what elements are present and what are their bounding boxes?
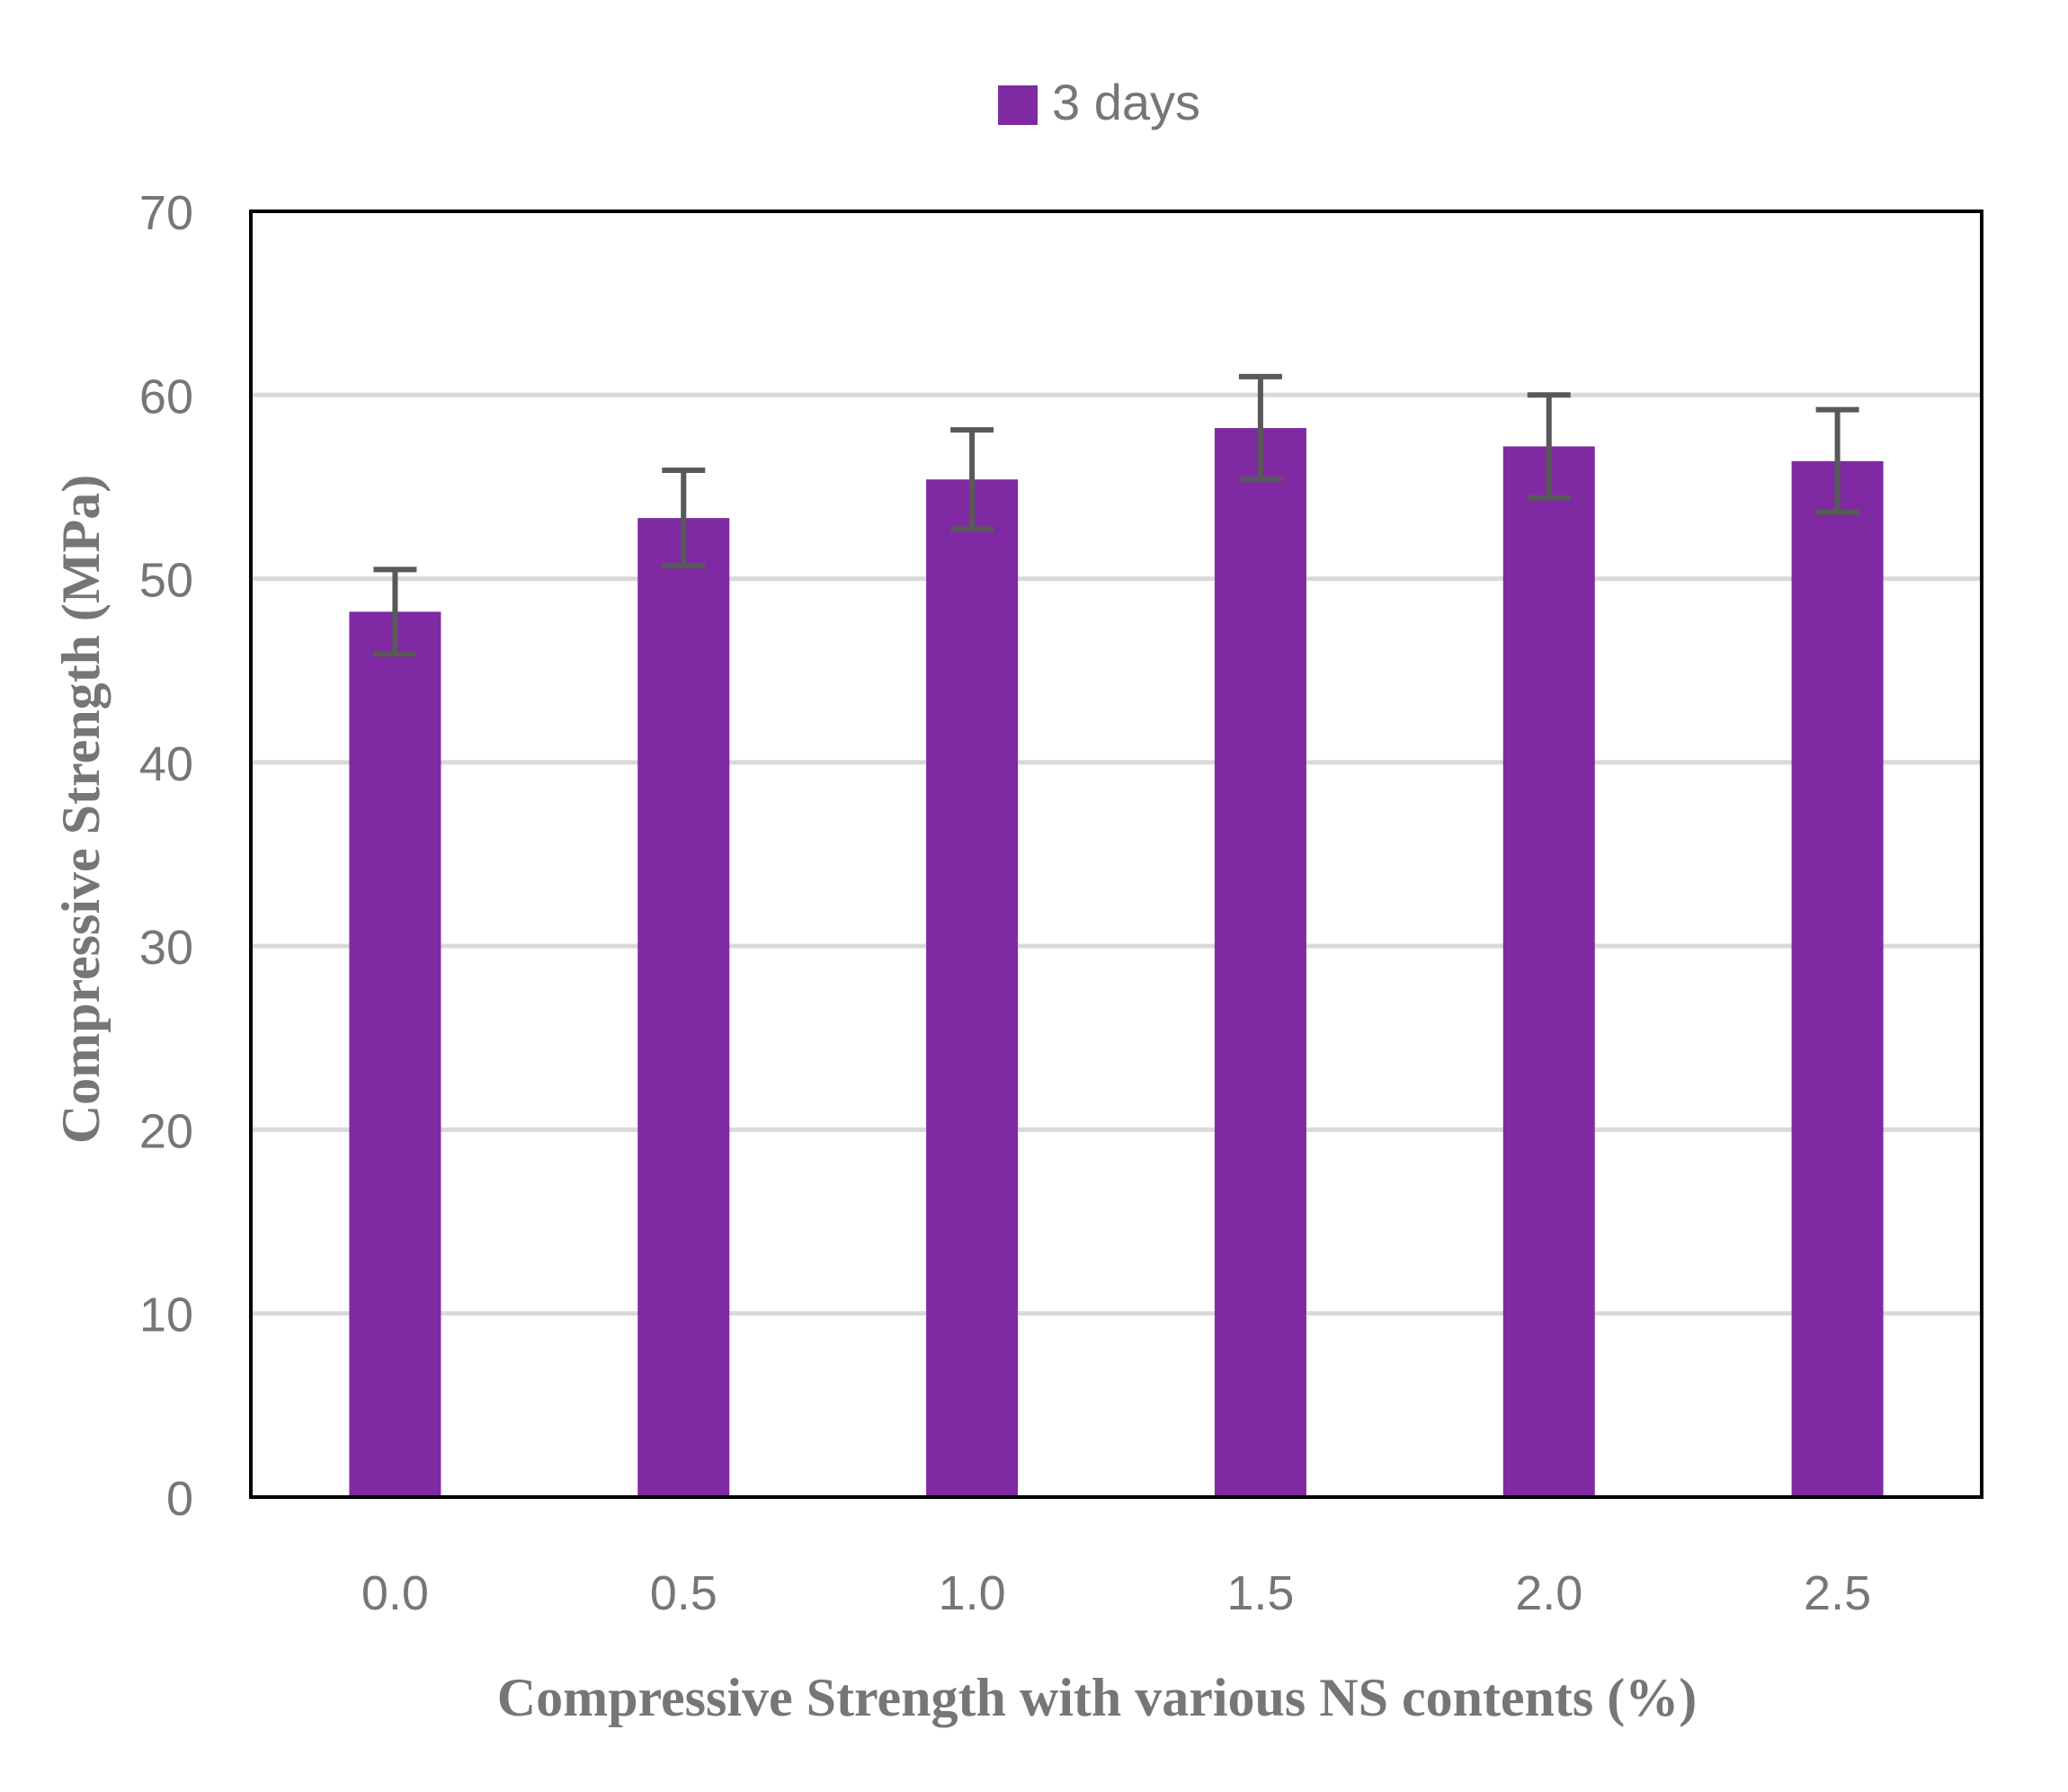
x-tick-label-0.5: 0.5 <box>650 1566 718 1620</box>
bar-1.5 <box>1214 428 1306 1497</box>
y-tick-label-30: 30 <box>139 921 193 975</box>
gridlines <box>251 392 1982 1500</box>
error-bar-1.5 <box>1238 373 1282 483</box>
y-tick-label-70: 70 <box>139 186 193 240</box>
legend-swatch-3-days <box>998 85 1038 125</box>
legend-label-3-days: 3 days <box>1052 74 1200 130</box>
bars <box>349 428 1884 1498</box>
y-tick-label-40: 40 <box>139 737 193 791</box>
plot-frame <box>249 210 1983 1499</box>
x-tick-label-0.0: 0.0 <box>361 1566 429 1620</box>
bar-2.5 <box>1791 460 1884 1497</box>
bar-0.0 <box>349 611 441 1497</box>
y-tick-label-20: 20 <box>139 1104 193 1158</box>
y-tick-label-0: 0 <box>166 1472 193 1526</box>
x-axis-label: Compressive Strength with various NS con… <box>497 1668 1697 1727</box>
bar-1.0 <box>926 479 1019 1498</box>
x-tick-labels: 0.0 0.5 1.0 1.5 2.0 2.5 <box>361 1566 1871 1620</box>
bar-0.5 <box>637 518 730 1497</box>
error-bars <box>373 373 1859 657</box>
x-tick-label-1.0: 1.0 <box>939 1566 1006 1620</box>
legend: 3 days <box>998 74 1200 130</box>
y-tick-label-50: 50 <box>139 554 193 608</box>
error-bar-2.0 <box>1527 392 1571 501</box>
error-bar-2.5 <box>1815 406 1859 516</box>
error-bar-0.0 <box>373 566 417 657</box>
y-axis-label: Compressive Strength (MPa) <box>51 475 111 1144</box>
x-tick-label-1.5: 1.5 <box>1226 1566 1294 1620</box>
y-tick-labels: 0 10 20 30 40 50 60 70 <box>139 186 193 1526</box>
error-bar-0.5 <box>662 468 706 569</box>
y-tick-label-10: 10 <box>139 1288 193 1342</box>
bar-2.0 <box>1502 446 1595 1497</box>
error-bar-1.0 <box>950 427 994 532</box>
y-tick-label-60: 60 <box>139 370 193 423</box>
x-tick-label-2.5: 2.5 <box>1804 1566 1871 1620</box>
x-tick-label-2.0: 2.0 <box>1515 1566 1582 1620</box>
